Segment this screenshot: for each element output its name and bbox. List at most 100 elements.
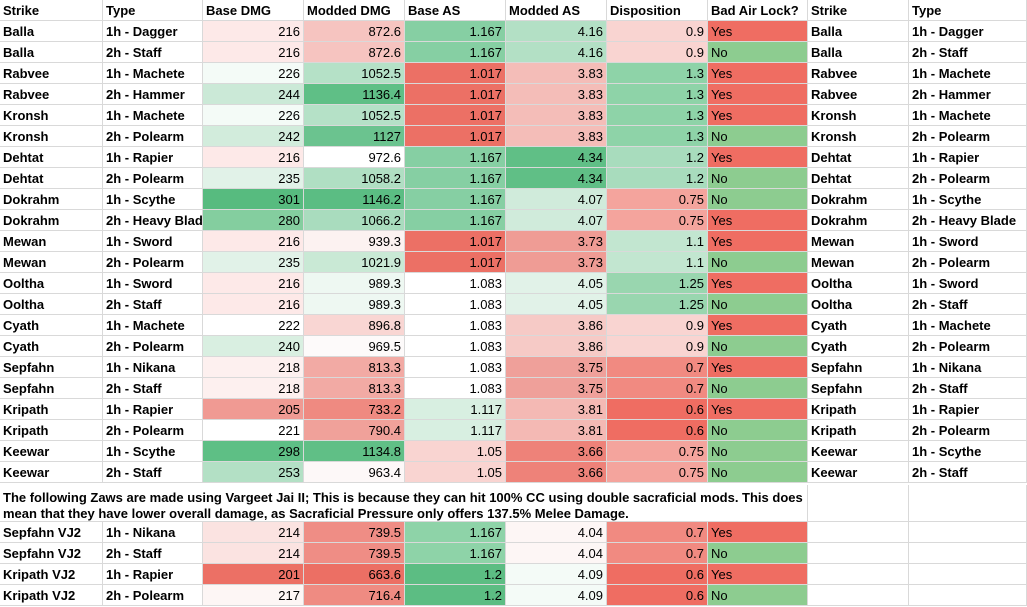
base-as-cell[interactable]: 1.117 xyxy=(405,399,506,420)
base-as-cell[interactable]: 1.017 xyxy=(405,84,506,105)
base-dmg-cell[interactable]: 216 xyxy=(203,42,304,63)
disposition-cell[interactable]: 1.2 xyxy=(607,168,708,189)
type-cell[interactable]: 2h - Staff xyxy=(103,378,203,399)
empty-cell[interactable] xyxy=(909,485,1027,522)
strike-cell[interactable]: Sepfahn VJ2 xyxy=(0,522,103,543)
disposition-cell[interactable]: 1.3 xyxy=(607,105,708,126)
disposition-cell[interactable]: 1.25 xyxy=(607,294,708,315)
right-type-cell[interactable]: 1h - Scythe xyxy=(909,189,1027,210)
disposition-cell[interactable]: 0.75 xyxy=(607,210,708,231)
right-strike-cell[interactable]: Cyath xyxy=(808,336,909,357)
right-type-cell[interactable]: Type xyxy=(909,0,1027,21)
strike-cell[interactable]: Rabvee xyxy=(0,63,103,84)
bad-air-lock-cell[interactable]: No xyxy=(708,252,808,273)
bad-air-lock-cell[interactable]: Yes xyxy=(708,357,808,378)
right-strike-cell[interactable]: Dehtat xyxy=(808,168,909,189)
disposition-cell[interactable]: 0.7 xyxy=(607,543,708,564)
type-cell[interactable]: 1h - Nikana xyxy=(103,522,203,543)
right-strike-cell[interactable]: Mewan xyxy=(808,231,909,252)
right-strike-cell[interactable]: Balla xyxy=(808,42,909,63)
empty-cell[interactable] xyxy=(808,485,909,522)
strike-cell[interactable]: Kripath VJ2 xyxy=(0,585,103,606)
base-as-cell[interactable]: 1.083 xyxy=(405,315,506,336)
right-strike-cell[interactable]: Kripath xyxy=(808,420,909,441)
type-cell[interactable]: 2h - Polearm xyxy=(103,585,203,606)
right-type-cell[interactable]: 2h - Polearm xyxy=(909,420,1027,441)
right-strike-cell[interactable]: Kronsh xyxy=(808,105,909,126)
modded-as-cell[interactable]: 3.83 xyxy=(506,84,607,105)
right-type-cell[interactable]: 2h - Staff xyxy=(909,294,1027,315)
modded-as-cell[interactable]: 4.09 xyxy=(506,585,607,606)
empty-cell[interactable] xyxy=(909,543,1027,564)
bad-air-lock-cell[interactable]: Yes xyxy=(708,63,808,84)
right-type-cell[interactable]: 2h - Polearm xyxy=(909,336,1027,357)
type-cell[interactable]: 1h - Sword xyxy=(103,231,203,252)
right-type-cell[interactable]: 2h - Staff xyxy=(909,462,1027,483)
strike-cell[interactable]: Dokrahm xyxy=(0,189,103,210)
type-cell[interactable]: 1h - Machete xyxy=(103,63,203,84)
modded-dmg-cell[interactable]: 969.5 xyxy=(304,336,405,357)
modded-dmg-cell[interactable]: 1136.4 xyxy=(304,84,405,105)
modded-dmg-cell[interactable]: 989.3 xyxy=(304,273,405,294)
modded-dmg-cell[interactable]: 1052.5 xyxy=(304,63,405,84)
base-dmg-cell[interactable]: 298 xyxy=(203,441,304,462)
type-cell[interactable]: 1h - Scythe xyxy=(103,189,203,210)
base-dmg-cell[interactable]: 216 xyxy=(203,231,304,252)
right-type-cell[interactable]: 1h - Machete xyxy=(909,315,1027,336)
modded-dmg-cell[interactable]: 872.6 xyxy=(304,21,405,42)
disposition-cell[interactable]: 1.3 xyxy=(607,126,708,147)
modded-dmg-cell[interactable]: 739.5 xyxy=(304,543,405,564)
disposition-cell[interactable]: 0.9 xyxy=(607,42,708,63)
base-dmg-cell[interactable]: 301 xyxy=(203,189,304,210)
disposition-cell[interactable]: 0.6 xyxy=(607,399,708,420)
disposition-cell[interactable]: 0.9 xyxy=(607,336,708,357)
strike-cell[interactable]: Sepfahn xyxy=(0,357,103,378)
right-type-cell[interactable]: 1h - Machete xyxy=(909,63,1027,84)
bad-air-lock-cell[interactable]: Yes xyxy=(708,273,808,294)
disposition-cell[interactable]: 0.7 xyxy=(607,522,708,543)
disposition-cell[interactable]: 0.7 xyxy=(607,357,708,378)
modded-as-cell[interactable]: 3.83 xyxy=(506,63,607,84)
modded-as-cell[interactable]: 3.73 xyxy=(506,252,607,273)
type-cell[interactable]: 1h - Sword xyxy=(103,273,203,294)
base-dmg-cell[interactable]: 244 xyxy=(203,84,304,105)
right-strike-cell[interactable]: Sepfahn xyxy=(808,378,909,399)
right-strike-cell[interactable]: Dokrahm xyxy=(808,189,909,210)
modded-dmg-cell[interactable]: 733.2 xyxy=(304,399,405,420)
disposition-cell[interactable]: 0.9 xyxy=(607,315,708,336)
modded-as-cell[interactable]: 3.86 xyxy=(506,315,607,336)
type-cell[interactable]: 2h - Polearm xyxy=(103,336,203,357)
base-as-cell[interactable]: 1.117 xyxy=(405,420,506,441)
right-strike-cell[interactable]: Kripath xyxy=(808,399,909,420)
disposition-cell[interactable]: 0.75 xyxy=(607,462,708,483)
strike-cell[interactable]: Kronsh xyxy=(0,126,103,147)
modded-dmg-cell[interactable]: 972.6 xyxy=(304,147,405,168)
base-as-cell[interactable]: 1.167 xyxy=(405,147,506,168)
bad-air-lock-cell[interactable]: Yes xyxy=(708,21,808,42)
type-cell[interactable]: 2h - Hammer xyxy=(103,84,203,105)
right-type-cell[interactable]: 1h - Nikana xyxy=(909,357,1027,378)
modded-as-cell[interactable]: 4.04 xyxy=(506,522,607,543)
modded-dmg-cell[interactable]: 813.3 xyxy=(304,357,405,378)
disposition-cell[interactable]: 1.1 xyxy=(607,231,708,252)
bad-air-lock-cell[interactable]: Bad Air Lock? xyxy=(708,0,808,21)
type-cell[interactable]: 1h - Rapier xyxy=(103,147,203,168)
modded-dmg-cell[interactable]: 939.3 xyxy=(304,231,405,252)
base-dmg-cell[interactable]: 218 xyxy=(203,357,304,378)
strike-cell[interactable]: Balla xyxy=(0,42,103,63)
strike-cell[interactable]: Dehtat xyxy=(0,168,103,189)
modded-as-cell[interactable]: 3.83 xyxy=(506,105,607,126)
disposition-cell[interactable]: 1.1 xyxy=(607,252,708,273)
base-dmg-cell[interactable]: 242 xyxy=(203,126,304,147)
type-cell[interactable]: 2h - Staff xyxy=(103,462,203,483)
type-cell[interactable]: 1h - Machete xyxy=(103,315,203,336)
modded-as-cell[interactable]: 3.75 xyxy=(506,378,607,399)
base-dmg-cell[interactable]: 201 xyxy=(203,564,304,585)
disposition-cell[interactable]: 0.75 xyxy=(607,441,708,462)
disposition-cell[interactable]: 1.2 xyxy=(607,147,708,168)
base-as-cell[interactable]: 1.167 xyxy=(405,543,506,564)
strike-cell[interactable]: Kripath xyxy=(0,420,103,441)
strike-cell[interactable]: Keewar xyxy=(0,441,103,462)
base-as-cell[interactable]: 1.083 xyxy=(405,273,506,294)
strike-cell[interactable]: Cyath xyxy=(0,336,103,357)
